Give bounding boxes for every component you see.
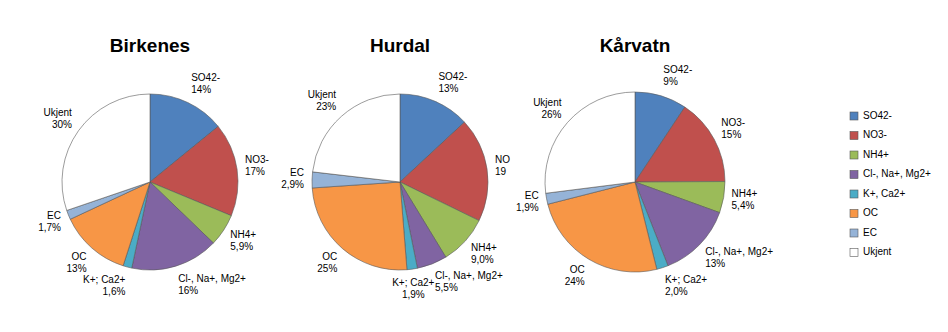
pie-slice — [62, 94, 150, 210]
slice-value-label: 1,6% — [103, 286, 126, 297]
slice-label: SO42- — [191, 72, 220, 83]
slice-label: EC — [47, 210, 61, 221]
slice-label: OC — [72, 251, 87, 262]
legend-swatch — [850, 249, 858, 257]
slice-label: EC — [290, 167, 304, 178]
slice-value-label: 2,9% — [281, 179, 304, 190]
slice-value-label: 5,9% — [230, 241, 253, 252]
slice-label: K+; Ca2+ — [392, 277, 434, 288]
slice-value-label: 25% — [317, 263, 337, 274]
slice-label: NO3- — [245, 154, 269, 165]
legend: SO42- NO3- NH4+ Cl-, Na+, Mg2+ K+, Ca2+ OC EC U… — [850, 110, 931, 258]
legend-label: OC — [863, 207, 878, 218]
slice-value-label: 9,0% — [471, 254, 494, 265]
legend-label: EC — [863, 227, 877, 238]
slice-label: SO42- — [663, 64, 692, 75]
slice-value-label: 1,9% — [402, 289, 425, 300]
slice-value-label: 26% — [541, 109, 561, 120]
data-labels: SO42-9% NO3-15% NH4+5,4% Cl-, Na+, Mg2+13% K… — [516, 64, 773, 297]
slice-value-label: 24% — [565, 276, 585, 287]
legend-label: NO3- — [863, 129, 887, 140]
slice-label: K+; Ca2+ — [83, 274, 125, 285]
legend-label: Cl-, Na+, Mg2+ — [863, 168, 931, 179]
slice-value-label: 2,0% — [665, 286, 688, 297]
slice-label: NH4+ — [230, 229, 256, 240]
legend-label: NH4+ — [863, 149, 889, 160]
pie-slice — [635, 107, 725, 182]
slice-label: Ukjent — [44, 107, 73, 118]
slice-value-label: 1,9% — [516, 202, 539, 213]
legend-swatch — [850, 151, 858, 159]
slice-label: Ukjent — [308, 89, 337, 100]
slice-label: NH4+ — [732, 188, 758, 199]
legend-swatch — [850, 171, 858, 179]
pie-chart: Birkenes SO42-14% NO3-17% NH4+5,9% Cl-, Na+,… — [38, 35, 269, 297]
pie-chart: Hurdal SO42-13% NO19 NH4+9,0% Cl-, Na+, Mg2+… — [281, 35, 510, 300]
legend-swatch — [850, 132, 858, 140]
legend-label: SO42- — [863, 110, 892, 121]
slice-value-label: 14% — [191, 84, 211, 95]
slice-value-label: 16% — [178, 285, 198, 296]
chart-title: Birkenes — [110, 35, 190, 56]
slice-value-label: 30% — [52, 119, 72, 130]
pie-chart: Kårvatn SO42-9% NO3-15% NH4+5,4% Cl-, Na+, M… — [516, 35, 773, 297]
slice-value-label: 23% — [316, 101, 336, 112]
chart-title: Kårvatn — [600, 35, 671, 56]
slice-value-label: 13% — [705, 258, 725, 269]
slice-label: Cl-, Na+, Mg2+ — [705, 246, 773, 257]
slice-label: SO42- — [438, 71, 467, 82]
legend-swatch — [850, 190, 858, 198]
slice-value-label: 5,5% — [435, 282, 458, 293]
slice-value-label: 9% — [663, 76, 678, 87]
slice-value-label: 17% — [245, 166, 265, 177]
slices — [62, 94, 238, 270]
legend-label: Ukjent — [863, 246, 892, 257]
slice-value-label: 5,4% — [732, 200, 755, 211]
slice-value-label: 19 — [495, 166, 507, 177]
legend-swatch — [850, 229, 858, 237]
slice-value-label: 15% — [721, 129, 741, 140]
slice-label: Cl-, Na+, Mg2+ — [435, 270, 503, 281]
slice-label: NO3- — [721, 117, 745, 128]
slice-label: EC — [525, 190, 539, 201]
data-labels: SO42-14% NO3-17% NH4+5,9% Cl-, Na+, Mg2+16%… — [38, 72, 269, 297]
slice-label: Cl-, Na+, Mg2+ — [178, 273, 246, 284]
slices — [545, 92, 725, 272]
pie-slice — [312, 182, 407, 270]
slice-value-label: 13% — [438, 83, 458, 94]
slices — [312, 94, 488, 270]
slice-label: Ukjent — [533, 97, 562, 108]
slice-value-label: 13% — [67, 263, 87, 274]
data-labels: SO42-13% NO19 NH4+9,0% Cl-, Na+, Mg2+5,5%K+… — [281, 71, 510, 300]
background — [0, 0, 948, 332]
slice-label: NH4+ — [471, 242, 497, 253]
slice-value-label: 1,7% — [38, 222, 61, 233]
legend-label: K+, Ca2+ — [863, 188, 905, 199]
legend-swatch — [850, 210, 858, 218]
slice-label: K+; Ca2+ — [665, 274, 707, 285]
slice-label: OC — [322, 251, 337, 262]
slice-label: NO — [495, 154, 510, 165]
slice-label: OC — [570, 264, 585, 275]
legend-swatch — [850, 112, 858, 120]
pie-slice — [313, 94, 400, 182]
chart-canvas: BirkenesSO42-14%NO3-17%NH4+5,9%Cl-, Na+,… — [0, 0, 948, 332]
chart-title: Hurdal — [370, 35, 430, 56]
